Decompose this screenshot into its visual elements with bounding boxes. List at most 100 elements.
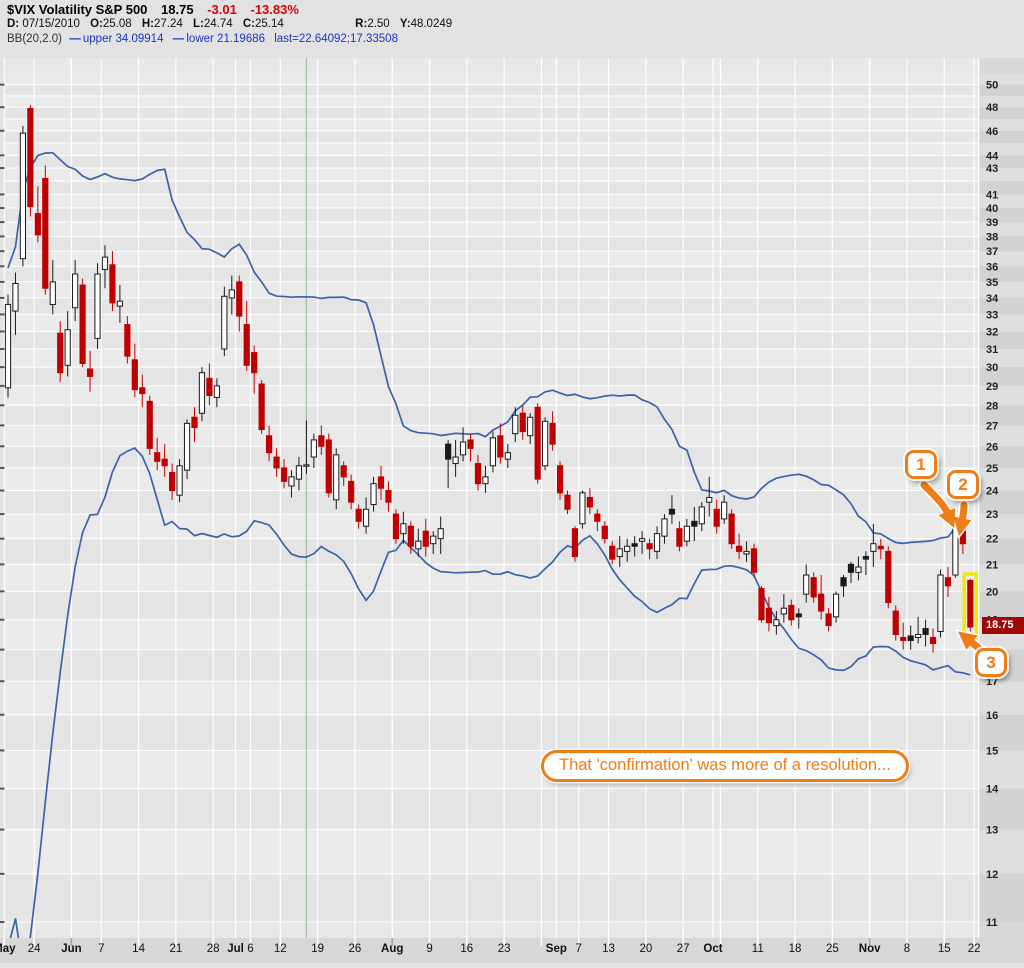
svg-text:41: 41: [986, 189, 998, 201]
svg-text:27: 27: [677, 943, 690, 955]
bollinger-legend-line: BB(20,2.0) — upper 34.09914 — lower 21.1…: [7, 32, 459, 47]
lower-band-swatch: —: [172, 33, 184, 45]
high-label: H:: [141, 18, 155, 30]
lower-band-value: lower 21.19686: [186, 33, 266, 45]
svg-text:22: 22: [968, 943, 981, 955]
svg-text:Jul: Jul: [227, 943, 244, 955]
svg-text:26: 26: [349, 943, 362, 955]
svg-text:11: 11: [986, 917, 998, 929]
svg-text:Nov: Nov: [859, 943, 881, 955]
svg-text:19: 19: [311, 943, 324, 955]
upper-band-value: upper 34.09914: [82, 33, 164, 45]
svg-text:25: 25: [826, 943, 839, 955]
svg-text:Aug: Aug: [381, 943, 403, 955]
low-label: L:: [193, 18, 204, 30]
svg-text:7: 7: [98, 943, 104, 955]
svg-text:31: 31: [986, 344, 998, 356]
last-price: 18.75: [161, 2, 194, 17]
svg-text:32: 32: [986, 326, 998, 338]
svg-text:18: 18: [789, 943, 802, 955]
svg-text:35: 35: [986, 277, 998, 289]
bollinger-upper-band: [7, 151, 971, 545]
price-change: -3.01: [207, 2, 237, 17]
svg-text:8: 8: [904, 943, 910, 955]
high-value: 27.24: [154, 18, 183, 30]
svg-text:50: 50: [986, 80, 998, 92]
date-label: D:: [7, 18, 20, 30]
svg-text:23: 23: [498, 943, 511, 955]
ohlc-line: D: 07/15/2010 O:25.08 H:27.24 L:24.74 C:…: [7, 17, 459, 32]
bollinger-bands: [7, 151, 971, 938]
svg-text:12: 12: [274, 943, 287, 955]
annotation-badge-2: 2: [947, 470, 979, 499]
annotation-note: That 'confirmation' was more of a resolu…: [541, 750, 909, 782]
svg-text:14: 14: [986, 784, 999, 796]
svg-text:20: 20: [986, 586, 998, 598]
last-price-axis-tag: 18.75: [982, 617, 1024, 634]
candlestick-series: [4, 104, 974, 653]
indicator-name: BB(20,2.0): [7, 33, 62, 45]
svg-text:14: 14: [132, 943, 145, 955]
cursor-y-label: Y:: [399, 18, 411, 30]
low-value: 24.74: [203, 18, 233, 30]
svg-text:16: 16: [460, 943, 473, 955]
svg-text:22: 22: [986, 534, 998, 546]
price-change-percent: -13.83%: [250, 2, 299, 17]
range-label: R:: [355, 18, 368, 30]
open-value: 25.08: [102, 18, 132, 30]
svg-text:20: 20: [639, 943, 652, 955]
svg-text:34: 34: [986, 293, 999, 305]
svg-text:21: 21: [169, 943, 182, 955]
close-value: 25.14: [254, 18, 284, 30]
svg-text:23: 23: [986, 509, 998, 521]
svg-text:36: 36: [986, 261, 998, 273]
range-value: 2.50: [367, 18, 390, 30]
annotation-badge-1: 1: [905, 450, 937, 479]
svg-text:30: 30: [986, 362, 998, 374]
svg-text:38: 38: [986, 231, 998, 243]
svg-text:6: 6: [247, 943, 253, 955]
symbol-title: $VIX Volatility S&P 500: [7, 2, 148, 17]
svg-text:33: 33: [986, 309, 998, 321]
svg-text:May: May: [0, 943, 16, 955]
svg-text:39: 39: [986, 217, 998, 229]
chart-area: 50 48 46 44 43 41 40 39 38 37 36 35 34 33 32 31 30 29 28 27…: [0, 55, 1024, 963]
svg-text:29: 29: [986, 381, 998, 393]
svg-text:Jun: Jun: [61, 943, 81, 955]
svg-text:44: 44: [986, 150, 999, 162]
svg-text:26: 26: [986, 441, 998, 453]
last-band-values: last=22.64092;17.33508: [274, 33, 398, 45]
svg-text:15: 15: [938, 943, 951, 955]
svg-text:24: 24: [986, 486, 999, 498]
svg-text:13: 13: [602, 943, 615, 955]
svg-text:43: 43: [986, 163, 998, 175]
svg-text:24: 24: [28, 943, 41, 955]
title-line: $VIX Volatility S&P 500 18.75 -3.01 -13.…: [7, 2, 459, 17]
svg-text:15: 15: [986, 745, 998, 757]
svg-text:9: 9: [426, 943, 432, 955]
date-value: 07/15/2010: [22, 18, 80, 30]
open-label: O:: [90, 18, 103, 30]
vix-chart-svg: 5048464443414039383736353433323130292827…: [0, 55, 1024, 963]
svg-text:46: 46: [986, 126, 998, 138]
svg-text:7: 7: [576, 943, 582, 955]
svg-text:40: 40: [986, 203, 998, 215]
svg-text:13: 13: [986, 825, 998, 837]
svg-text:25: 25: [986, 463, 998, 475]
svg-text:Sep: Sep: [546, 943, 567, 955]
svg-text:21: 21: [986, 559, 998, 571]
svg-text:27: 27: [986, 420, 998, 432]
cursor-y-value: 48.0249: [410, 18, 453, 30]
chart-header: $VIX Volatility S&P 500 18.75 -3.01 -13.…: [7, 2, 459, 47]
annotation-badge-3: 3: [975, 648, 1007, 677]
svg-text:17: 17: [986, 676, 998, 688]
svg-text:16: 16: [986, 710, 998, 722]
svg-text:37: 37: [986, 246, 998, 258]
svg-text:Oct: Oct: [703, 943, 722, 955]
svg-text:48: 48: [986, 102, 998, 114]
svg-text:28: 28: [207, 943, 220, 955]
svg-text:12: 12: [986, 869, 998, 881]
close-label: C:: [242, 18, 255, 30]
